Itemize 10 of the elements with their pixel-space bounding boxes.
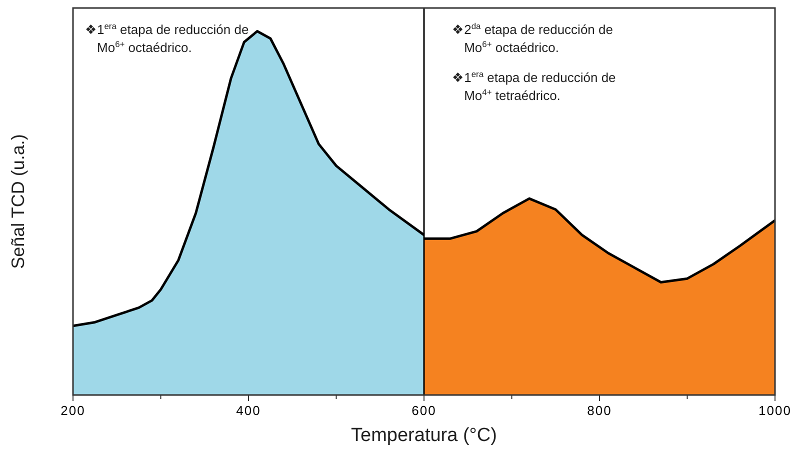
- annotation: ❖2$^{da}$ etapa de reducción de Mo$^{6+}$ octaédrico.: [452, 21, 613, 55]
- x-tick-label: 800: [587, 403, 612, 418]
- x-tick-label: 400: [236, 403, 261, 418]
- y-axis-title: Señal TCD (u.a.): [8, 134, 28, 269]
- x-tick-label: 200: [60, 403, 86, 418]
- annotation: ❖1$^{era}$ etapa de reducción de Mo$^{4+}$ tetraédrico.: [452, 69, 616, 103]
- annotation: ❖1$^{era}$ etapa de reducción de Mo$^{6+}$ octaédrico.: [85, 21, 249, 55]
- x-axis-title: Temperatura (°C): [351, 425, 497, 446]
- x-tick-label: 1000: [758, 403, 792, 418]
- x-tick-label: 600: [412, 403, 436, 418]
